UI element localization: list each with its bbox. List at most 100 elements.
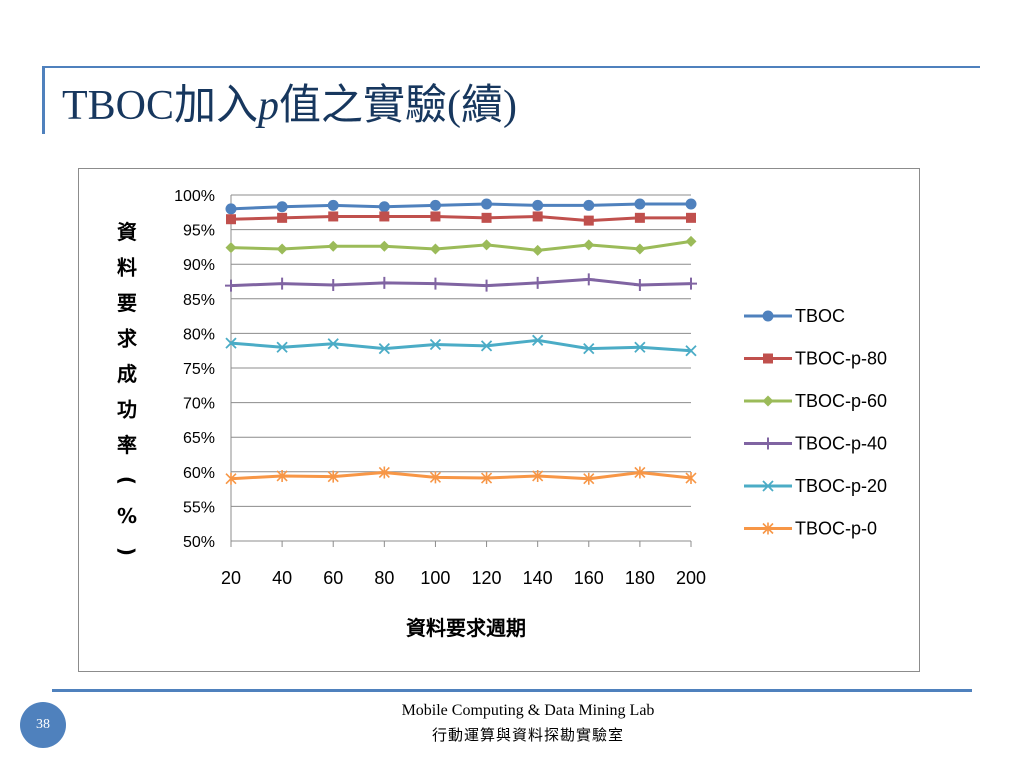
data-point [532,334,544,346]
slide-title: TBOC加入p值之實驗(續) [62,78,517,134]
series-line [230,214,691,223]
legend-entry: TBOC-p-20 [744,476,887,496]
data-point [532,211,543,222]
title-accent-line-top [42,66,980,68]
x-tick-label: 120 [472,568,502,588]
series-line [230,239,692,252]
data-point [429,277,442,290]
y-tick-label: 60% [183,465,215,482]
slide-title-suffix: 值之實驗(續) [279,83,517,129]
data-point [583,342,595,355]
y-tick-label: 80% [183,326,215,343]
data-point [686,212,696,223]
y-tick-label: 70% [183,396,215,413]
grid-layer [231,194,691,542]
legend-entry: TBOC [744,306,845,326]
data-point [685,198,697,210]
data-point [276,341,288,353]
data-point [225,279,237,292]
x-tick-label: 60 [323,568,343,588]
data-point [480,340,493,352]
data-point [481,212,492,223]
legend-entry: TBOC-p-40 [744,434,887,454]
legend-swatch-marker [762,522,774,535]
data-point [685,277,697,290]
y-tick-label: 85% [183,292,215,309]
legend-entry: TBOC-p-80 [744,349,887,369]
legend-label: TBOC-p-40 [795,434,887,454]
data-point [225,472,237,485]
footer-lab-name-zh: 行動運算與資料探勘實驗室 [431,726,624,744]
y-axis-label-char: 資 [117,220,137,244]
data-point [532,469,544,482]
series-tboc-p-40 [225,273,697,292]
y-axis-label-char: % [117,504,137,528]
y-axis-label-char: 料 [117,256,137,280]
legend-label: TBOC-p-20 [795,476,887,496]
data-point [378,201,390,213]
legend-swatch-marker [762,480,774,492]
data-point [277,212,288,223]
legend-label: TBOC-p-60 [795,391,887,411]
y-axis-label-char: 率 [117,433,137,457]
data-point [634,341,646,353]
x-tick-label: 200 [676,568,706,588]
y-axis-label-char: ) [115,547,139,556]
data-point [480,279,493,292]
series-line [230,202,691,211]
data-point [327,338,339,350]
footer-divider [52,689,972,692]
data-point [378,342,390,355]
legend-label: TBOC-p-80 [795,349,887,369]
y-axis-label-char: 成 [117,362,137,386]
data-point [379,211,390,222]
data-point [327,470,339,483]
series-line [230,338,692,353]
data-point [633,278,646,291]
legend-label: TBOC [795,306,845,326]
series-line [230,277,692,288]
data-point [532,199,544,211]
data-point [328,211,339,222]
y-tick-label: 90% [183,257,215,274]
slide-title-italic-p: p [258,83,280,129]
x-tick-label: 40 [272,568,292,588]
legend-swatch-marker [762,395,774,407]
series-tboc-p-60 [225,235,697,256]
footer-lab-name-en: Mobile Computing & Data Mining Lab [401,702,655,719]
data-point [378,466,390,479]
data-point [226,214,236,225]
data-point [531,276,544,289]
y-tick-label: 65% [183,430,215,447]
legend-entry: TBOC-p-60 [744,391,887,411]
x-tick-label: 160 [574,568,604,588]
y-tick-label: 55% [183,499,215,516]
legend-swatch-marker [762,310,774,322]
data-point [582,273,595,286]
y-tick-label: 95% [183,223,215,240]
data-point [225,203,237,215]
data-point [480,472,493,485]
chart-frame: 50% 55% 60% 65% 70% 75% 80% 85% 90% 95% 100% 20 40 60… [78,168,920,672]
data-point [327,199,339,211]
title-accent-line-left [42,66,45,134]
data-point [225,242,237,254]
data-point [634,198,646,210]
series-tboc-p-0 [225,466,697,485]
data-point [429,243,441,255]
series-tboc [225,198,697,215]
series-tboc-p-20 [225,334,697,357]
data-point [532,244,544,256]
data-point [429,338,442,351]
data-point [583,199,595,211]
data-point [583,215,594,226]
data-point [378,240,390,252]
data-point [685,345,697,357]
x-tick-label: 20 [221,568,241,588]
data-point [429,471,442,484]
data-point [276,469,288,482]
data-point [225,337,237,349]
legend-layer: TBOC TBOC-p-80 TBOC-p-60 TBOC-p-40 TBOC-p-20… [744,306,887,539]
data-point [430,211,441,222]
